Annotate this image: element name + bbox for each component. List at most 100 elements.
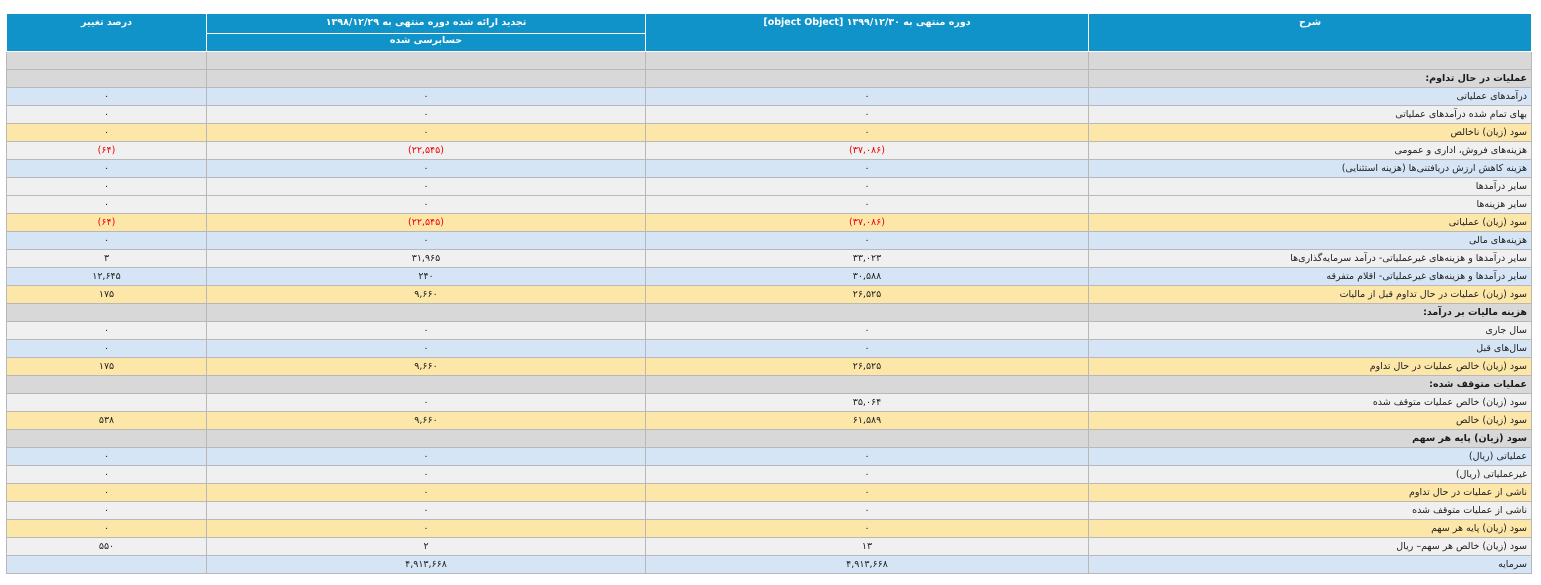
row-change-percent xyxy=(6,69,207,88)
row-current-value: ۱۳ xyxy=(645,537,1089,556)
row-description: سایر هزینه‌ها xyxy=(1088,195,1532,214)
row-previous-value: ۰ xyxy=(206,483,646,502)
row-change-percent: (۶۴) xyxy=(6,141,207,160)
row-description: ناشی از عملیات متوقف شده xyxy=(1088,501,1532,520)
table-row: غیرعملیاتی (ریال) ۰ ۰ ۰ xyxy=(6,465,1532,484)
table-row: سود (زیان) پایه هر سهم ۰ ۰ ۰ xyxy=(6,519,1532,538)
table-row: سود (زیان) خالص عملیات متوقف شده ۳۵,۰۶۴ ۰ xyxy=(6,393,1532,412)
row-change-percent: ۰ xyxy=(6,231,207,250)
row-description: سود (زیان) پایه هر سهم xyxy=(1088,519,1532,538)
row-description: عملیات متوقف شده: xyxy=(1088,375,1532,394)
row-change-percent: ۰ xyxy=(6,177,207,196)
row-previous-value: ۰ xyxy=(206,123,646,142)
header-description: شرح xyxy=(1088,13,1532,52)
table-row: هزینه‌های مالی ۰ ۰ ۰ xyxy=(6,231,1532,250)
row-previous-value xyxy=(206,69,646,88)
row-previous-value: ۰ xyxy=(206,105,646,124)
row-current-value: ۰ xyxy=(645,465,1089,484)
table-row: سود (زیان) خالص ۶۱,۵۸۹ ۹,۶۶۰ ۵۳۸ xyxy=(6,411,1532,430)
row-current-value: ۲۶,۵۲۵ xyxy=(645,285,1089,304)
row-current-value xyxy=(645,429,1089,448)
row-change-percent: ۰ xyxy=(6,501,207,520)
table-row: درآمدهای عملیاتی ۰ ۰ ۰ xyxy=(6,87,1532,106)
row-change-percent xyxy=(6,393,207,412)
row-previous-value: ۹,۶۶۰ xyxy=(206,285,646,304)
row-change-percent: ۰ xyxy=(6,465,207,484)
row-previous-value: ۰ xyxy=(206,231,646,250)
row-current-value: ۰ xyxy=(645,159,1089,178)
row-current-value: ۳۰,۵۸۸ xyxy=(645,267,1089,286)
row-change-percent: ۰ xyxy=(6,519,207,538)
table-row: ناشی از عملیات متوقف شده ۰ ۰ ۰ xyxy=(6,501,1532,520)
row-previous-value: ۲ xyxy=(206,537,646,556)
row-change-percent xyxy=(6,555,207,574)
row-current-value: ۴,۹۱۳,۶۶۸ xyxy=(645,555,1089,574)
row-description: هزینه کاهش ارزش دریافتنی‌ها (هزینه استثن… xyxy=(1088,159,1532,178)
row-description: سود (زیان) خالص هر سهم– ریال xyxy=(1088,537,1532,556)
row-current-value: ۰ xyxy=(645,177,1089,196)
row-description: سود (زیان) عملیات در حال تداوم قبل از ما… xyxy=(1088,285,1532,304)
row-previous-value: ۹,۶۶۰ xyxy=(206,411,646,430)
row-current-value xyxy=(645,69,1089,88)
row-change-percent xyxy=(6,429,207,448)
row-description: سایر درآمدها و هزینه‌های غیرعملیاتی- درآ… xyxy=(1088,249,1532,268)
row-previous-value: ۰ xyxy=(206,159,646,178)
row-current-value: ۰ xyxy=(645,87,1089,106)
row-current-value: ۰ xyxy=(645,105,1089,124)
row-change-percent: ۵۳۸ xyxy=(6,411,207,430)
section-row: عملیات متوقف شده: xyxy=(6,375,1532,394)
row-description: سود (زیان) خالص عملیات متوقف شده xyxy=(1088,393,1532,412)
table-row: ناشی از عملیات در حال تداوم ۰ ۰ ۰ xyxy=(6,483,1532,502)
section-row xyxy=(6,51,1532,70)
table-row: بهای تمام شده درآمدهای عملیاتی ۰ ۰ ۰ xyxy=(6,105,1532,124)
table-row: سایر درآمدها ۰ ۰ ۰ xyxy=(6,177,1532,196)
header-subrow: حسابرسی شده xyxy=(7,33,1532,52)
income-statement-container: شرح دوره منتهی به ۱۳۹۹/۱۲/۳۰ [object Obj… xyxy=(6,13,1532,574)
row-description: عملیات در حال تداوم: xyxy=(1088,69,1532,88)
header-current-period: دوره منتهی به ۱۳۹۹/۱۲/۳۰ [object Object] xyxy=(645,13,1089,52)
row-previous-value: ۳۱,۹۶۵ xyxy=(206,249,646,268)
row-description: بهای تمام شده درآمدهای عملیاتی xyxy=(1088,105,1532,124)
row-previous-value: ۰ xyxy=(206,195,646,214)
row-previous-value xyxy=(206,51,646,70)
row-current-value: ۰ xyxy=(645,483,1089,502)
row-change-percent: ۰ xyxy=(6,195,207,214)
row-change-percent xyxy=(6,51,207,70)
row-previous-value: ۰ xyxy=(206,519,646,538)
row-description: سایر درآمدها و هزینه‌های غیرعملیاتی- اقل… xyxy=(1088,267,1532,286)
row-current-value xyxy=(645,375,1089,394)
row-change-percent: ۰ xyxy=(6,87,207,106)
section-row: هزینه مالیات بر درآمد: xyxy=(6,303,1532,322)
row-description: سود (زیان) خالص عملیات در حال تداوم xyxy=(1088,357,1532,376)
row-change-percent: ۰ xyxy=(6,339,207,358)
row-description: غیرعملیاتی (ریال) xyxy=(1088,465,1532,484)
row-current-value xyxy=(645,51,1089,70)
row-previous-value: ۰ xyxy=(206,393,646,412)
row-previous-value xyxy=(206,429,646,448)
table-row: سرمایه ۴,۹۱۳,۶۶۸ ۴,۹۱۳,۶۶۸ xyxy=(6,555,1532,574)
table-row: سال جاری ۰ ۰ ۰ xyxy=(6,321,1532,340)
row-change-percent: ۵۵۰ xyxy=(6,537,207,556)
row-change-percent: ۳ xyxy=(6,249,207,268)
row-current-value: ۰ xyxy=(645,339,1089,358)
row-previous-value: ۰ xyxy=(206,339,646,358)
row-change-percent: ۱۲,۶۴۵ xyxy=(6,267,207,286)
header-previous-audited: حسابرسی شده xyxy=(206,33,646,52)
row-current-value: ۳۳,۰۲۳ xyxy=(645,249,1089,268)
row-description: سود (زیان) عملیاتی xyxy=(1088,213,1532,232)
row-description: سال جاری xyxy=(1088,321,1532,340)
row-current-value: ۳۵,۰۶۴ xyxy=(645,393,1089,412)
table-row: سود (زیان) خالص عملیات در حال تداوم ۲۶,۵۲… xyxy=(6,357,1532,376)
row-current-value: ۰ xyxy=(645,501,1089,520)
row-description: عملیاتی (ریال) xyxy=(1088,447,1532,466)
section-row: عملیات در حال تداوم: xyxy=(6,69,1532,88)
row-previous-value: (۲۲,۵۴۵) xyxy=(206,213,646,232)
table-row: سود (زیان) خالص هر سهم– ریال ۱۳ ۲ ۵۵۰ xyxy=(6,537,1532,556)
row-previous-value: ۲۴۰ xyxy=(206,267,646,286)
row-description: هزینه مالیات بر درآمد: xyxy=(1088,303,1532,322)
table-row: هزینه کاهش ارزش دریافتنی‌ها (هزینه استثن… xyxy=(6,159,1532,178)
row-current-value: ۰ xyxy=(645,231,1089,250)
row-description: هزینه‌های فروش، اداری و عمومی xyxy=(1088,141,1532,160)
row-previous-value xyxy=(206,375,646,394)
table-body: عملیات در حال تداوم: درآمدهای عملیاتی ۰ ۰ ۰ ب… xyxy=(6,51,1532,574)
